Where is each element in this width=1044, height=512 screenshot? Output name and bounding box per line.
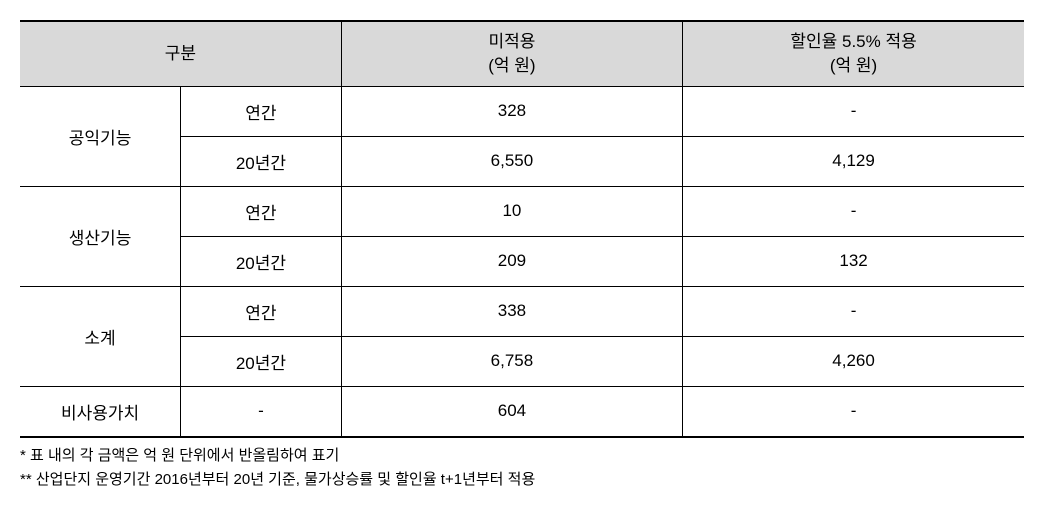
cell-no-apply: 209	[341, 236, 682, 286]
table-row: 비사용가치 - 604 -	[20, 386, 1024, 437]
cell-period: 연간	[181, 286, 342, 336]
cell-period: 20년간	[181, 136, 342, 186]
cell-period: 20년간	[181, 236, 342, 286]
data-table: 구분 미적용 (억 원) 할인율 5.5% 적용 (억 원) 공익기능 연간 3…	[20, 20, 1024, 438]
cell-discount: 4,260	[683, 336, 1024, 386]
table-row: 공익기능 연간 328 -	[20, 86, 1024, 136]
footnote-1: * 표 내의 각 금액은 억 원 단위에서 반올림하여 표기	[20, 444, 1024, 468]
header-discount-line2: (억 원)	[830, 56, 877, 75]
cell-period: 연간	[181, 86, 342, 136]
header-no-apply-line1: 미적용	[488, 32, 535, 51]
cell-period: -	[181, 386, 342, 437]
cell-discount: 4,129	[683, 136, 1024, 186]
cell-public-function-label: 공익기능	[20, 86, 181, 186]
table-header-row: 구분 미적용 (억 원) 할인율 5.5% 적용 (억 원)	[20, 21, 1024, 86]
cell-no-apply: 6,550	[341, 136, 682, 186]
cell-discount: -	[683, 286, 1024, 336]
cell-no-apply: 604	[341, 386, 682, 437]
header-no-apply-line2: (억 원)	[488, 56, 535, 75]
cell-period: 연간	[181, 186, 342, 236]
table-row: 소계 연간 338 -	[20, 286, 1024, 336]
cell-no-apply: 10	[341, 186, 682, 236]
cell-discount: -	[683, 186, 1024, 236]
cell-subtotal-label: 소계	[20, 286, 181, 386]
cell-discount: -	[683, 386, 1024, 437]
cell-discount: -	[683, 86, 1024, 136]
table-row: 생산기능 연간 10 -	[20, 186, 1024, 236]
cell-production-function-label: 생산기능	[20, 186, 181, 286]
cell-no-apply: 6,758	[341, 336, 682, 386]
cell-discount: 132	[683, 236, 1024, 286]
header-category: 구분	[20, 21, 341, 86]
header-no-apply: 미적용 (억 원)	[341, 21, 682, 86]
footnote-2: ** 산업단지 운영기간 2016년부터 20년 기준, 물가상승률 및 할인율…	[20, 468, 1024, 492]
cell-no-apply: 328	[341, 86, 682, 136]
cell-nonuse-value-label: 비사용가치	[20, 386, 181, 437]
header-discount: 할인율 5.5% 적용 (억 원)	[683, 21, 1024, 86]
footnotes: * 표 내의 각 금액은 억 원 단위에서 반올림하여 표기 ** 산업단지 운…	[20, 444, 1024, 492]
header-discount-line1: 할인율 5.5% 적용	[790, 32, 916, 51]
cell-period: 20년간	[181, 336, 342, 386]
cell-no-apply: 338	[341, 286, 682, 336]
